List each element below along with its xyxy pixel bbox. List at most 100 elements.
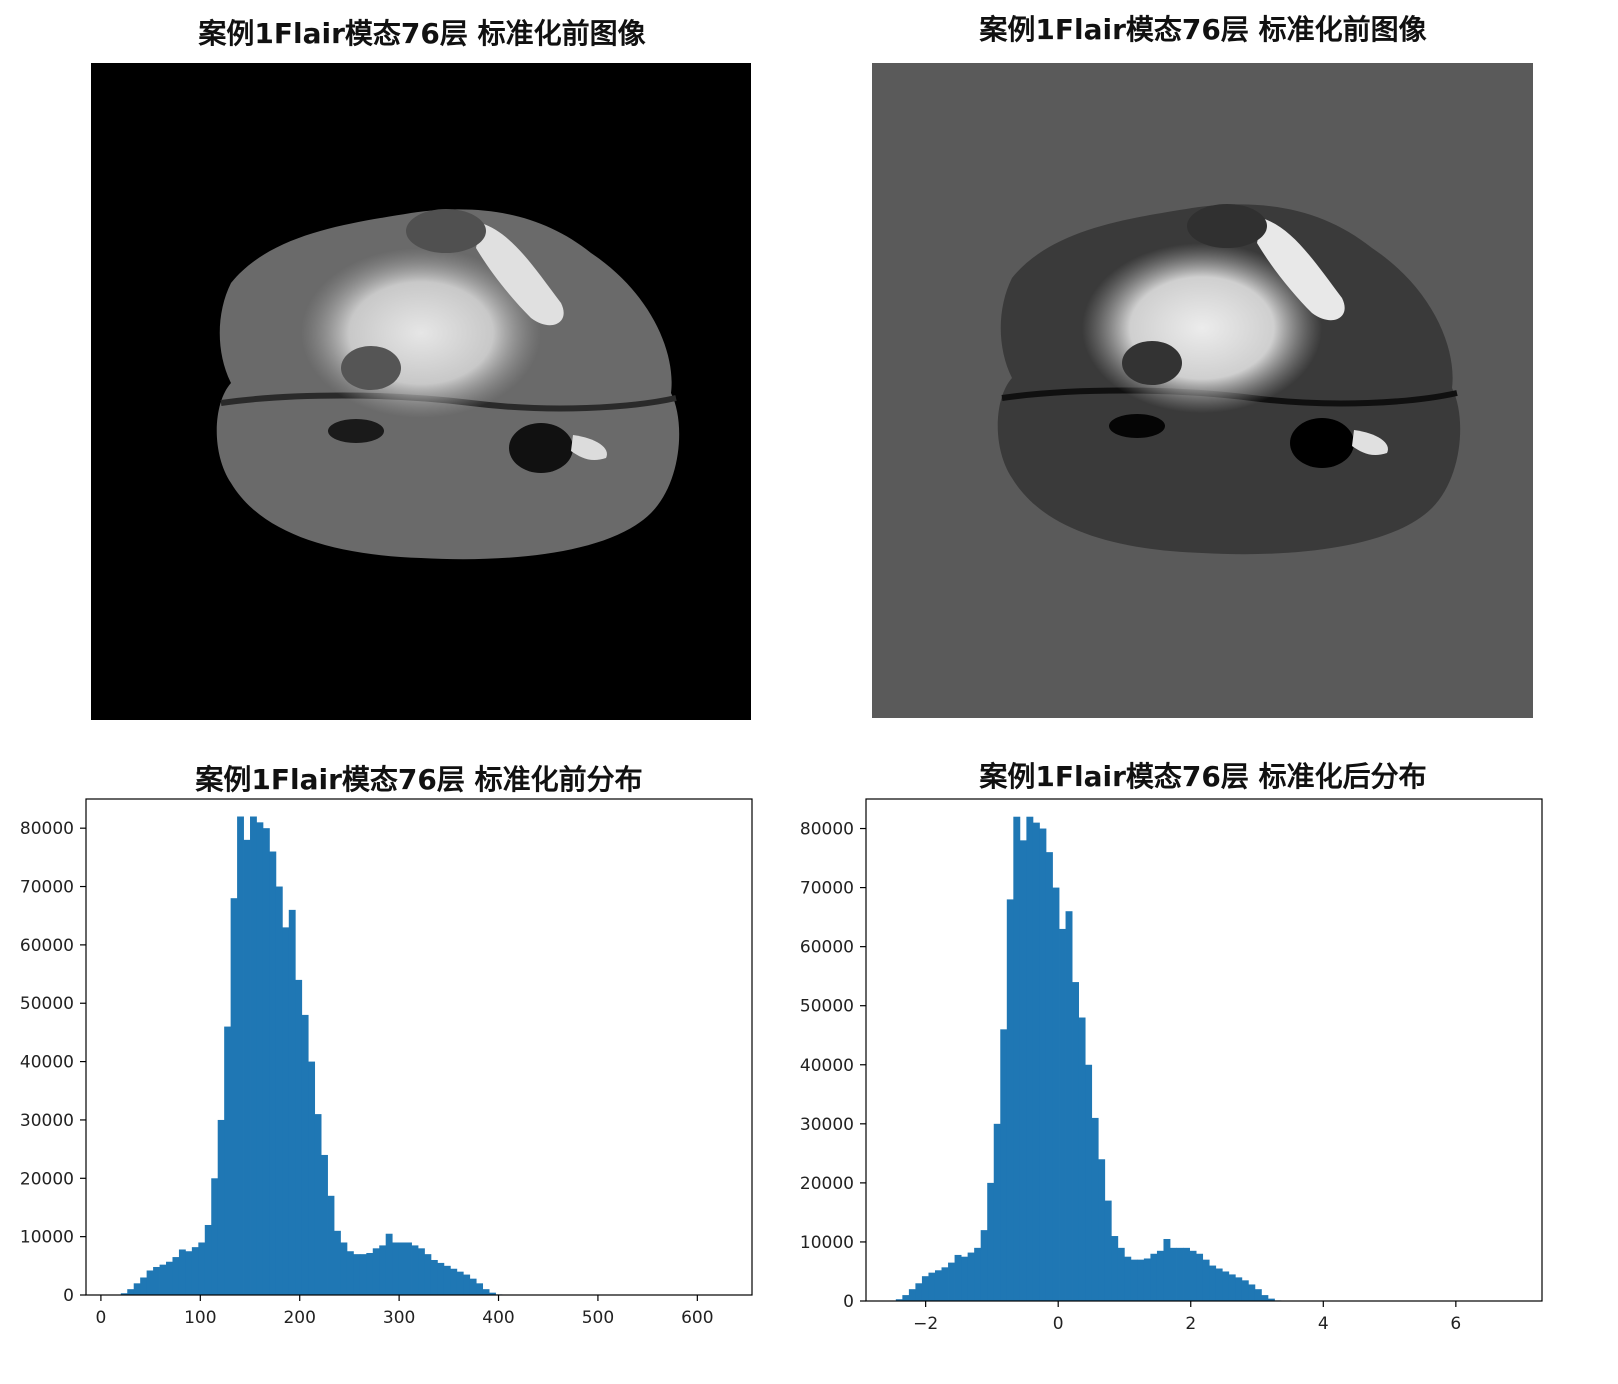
- histogram-bar: [405, 1242, 412, 1295]
- histogram-bar: [224, 1026, 232, 1295]
- histogram-bar: [411, 1245, 419, 1295]
- histogram-bar: [1098, 1159, 1106, 1301]
- histogram-bar: [1117, 1247, 1125, 1301]
- histogram-bar: [178, 1249, 186, 1295]
- histogram-bar: [204, 1224, 212, 1295]
- brain-image-normalized: [872, 63, 1533, 718]
- histogram-bar: [1170, 1247, 1177, 1301]
- y-tick-label: 30000: [800, 1115, 854, 1135]
- histogram-bar: [1045, 852, 1053, 1301]
- x-tick-label: 300: [383, 1308, 415, 1328]
- histogram-bar: [482, 1289, 490, 1295]
- histogram-bar: [1137, 1259, 1145, 1301]
- histogram-bar: [1189, 1250, 1197, 1301]
- histogram-bar: [301, 1014, 309, 1295]
- histogram-bar: [1052, 887, 1060, 1301]
- histogram-bar: [915, 1283, 923, 1301]
- y-tick-label: 10000: [800, 1233, 854, 1253]
- histogram-bar: [366, 1252, 374, 1295]
- histogram-bar: [1039, 828, 1047, 1301]
- histogram-bar: [1176, 1247, 1184, 1301]
- x-tick-label: 2: [1185, 1314, 1196, 1334]
- histogram-bar: [1130, 1259, 1138, 1301]
- histogram-bar: [340, 1242, 348, 1295]
- histogram-bar: [1235, 1277, 1243, 1301]
- histogram-bar: [385, 1233, 393, 1295]
- histogram-bar: [314, 1114, 322, 1295]
- histogram-bar: [237, 816, 244, 1295]
- x-tick-label: 600: [681, 1308, 713, 1328]
- y-tick-label: 10000: [20, 1228, 74, 1248]
- histogram-bar: [437, 1262, 445, 1295]
- histogram-bar: [127, 1289, 135, 1295]
- hist-left-title: 案例1Flair模态76层 标准化前分布: [195, 763, 643, 796]
- histogram-bar: [282, 927, 290, 1295]
- histogram-bar: [1026, 816, 1034, 1301]
- x-tick-label: 6: [1450, 1314, 1461, 1334]
- histogram-bar: [256, 822, 264, 1295]
- histogram-bar: [967, 1252, 975, 1301]
- y-tick-label: 80000: [20, 819, 74, 839]
- histogram-bar: [1202, 1259, 1210, 1301]
- histogram-bar: [1150, 1253, 1158, 1301]
- histogram-bar: [418, 1248, 425, 1295]
- y-tick-label: 0: [63, 1286, 74, 1306]
- histogram-bar: [1241, 1280, 1249, 1301]
- y-tick-label: 80000: [800, 820, 854, 840]
- histogram-after: 0 10000 20000 30000 40000 50000 60000 70000 8000…: [800, 798, 1543, 1334]
- histogram-bar: [243, 839, 251, 1295]
- histogram-bar: [250, 816, 257, 1295]
- brain-slice-before: [216, 209, 680, 560]
- histogram-bar: [1032, 822, 1040, 1301]
- y-tick-label: 40000: [20, 1053, 74, 1073]
- histogram-bar: [443, 1265, 451, 1295]
- histogram-bar: [1209, 1265, 1217, 1301]
- x-tick-label: 0: [95, 1308, 106, 1328]
- histogram-bar: [1006, 899, 1014, 1301]
- x-tick-label: 100: [184, 1308, 216, 1328]
- histogram-bar: [353, 1254, 361, 1295]
- histogram-bar: [1059, 928, 1066, 1301]
- top-left-title: 案例1Flair模态76层 标准化前图像: [198, 17, 646, 50]
- plot-frame: [865, 798, 1543, 1302]
- histogram-bar: [1222, 1271, 1230, 1301]
- histogram-bar: [1065, 911, 1073, 1301]
- y-tick-label: 70000: [20, 878, 74, 898]
- histogram-bar: [934, 1270, 942, 1301]
- histogram-bar: [921, 1276, 929, 1301]
- histogram-bar: [463, 1274, 471, 1295]
- histogram-bar: [211, 1178, 219, 1295]
- histogram-bar: [1156, 1250, 1164, 1301]
- x-tick-label: −2: [913, 1314, 938, 1334]
- y-tick-label: 50000: [800, 997, 854, 1017]
- histogram-bar: [346, 1251, 354, 1295]
- y-tick-label: 30000: [20, 1111, 74, 1131]
- y-tick-label: 20000: [20, 1169, 74, 1189]
- histogram-bar: [1013, 816, 1021, 1301]
- histogram-bar: [424, 1254, 432, 1295]
- histogram-bar: [1085, 1064, 1093, 1301]
- histogram-bar: [1215, 1268, 1223, 1301]
- histogram-bar: [359, 1254, 367, 1295]
- x-tick-label: 400: [482, 1308, 514, 1328]
- histogram-bar: [974, 1247, 982, 1301]
- histogram-bar: [948, 1262, 955, 1301]
- histogram-bar: [1078, 1017, 1086, 1301]
- y-tick-label: 60000: [800, 938, 854, 958]
- bars: [120, 816, 503, 1295]
- histogram-bar: [1072, 982, 1080, 1301]
- histogram-bar: [908, 1289, 916, 1301]
- histogram-bar: [392, 1242, 400, 1295]
- histogram-bar: [450, 1268, 458, 1295]
- histogram-bar: [1228, 1274, 1236, 1301]
- histogram-bar: [191, 1247, 199, 1295]
- histogram-bar: [1163, 1238, 1171, 1301]
- x-tick-label: 4: [1318, 1314, 1329, 1334]
- histogram-bar: [993, 1123, 1001, 1301]
- histogram-bar: [1019, 840, 1027, 1301]
- histogram-bar: [489, 1292, 496, 1295]
- histogram-bar: [269, 851, 277, 1295]
- histogram-bar: [295, 979, 303, 1295]
- histogram-bar: [1267, 1298, 1275, 1301]
- histogram-bar: [980, 1230, 988, 1301]
